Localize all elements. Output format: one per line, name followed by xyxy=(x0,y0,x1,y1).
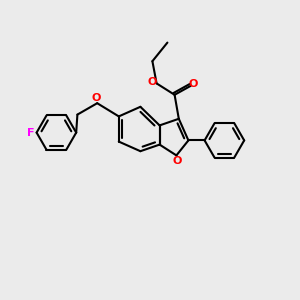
Text: O: O xyxy=(172,156,182,166)
Text: F: F xyxy=(28,128,35,138)
Text: O: O xyxy=(147,77,157,87)
Text: O: O xyxy=(92,93,101,103)
Text: O: O xyxy=(188,79,198,89)
